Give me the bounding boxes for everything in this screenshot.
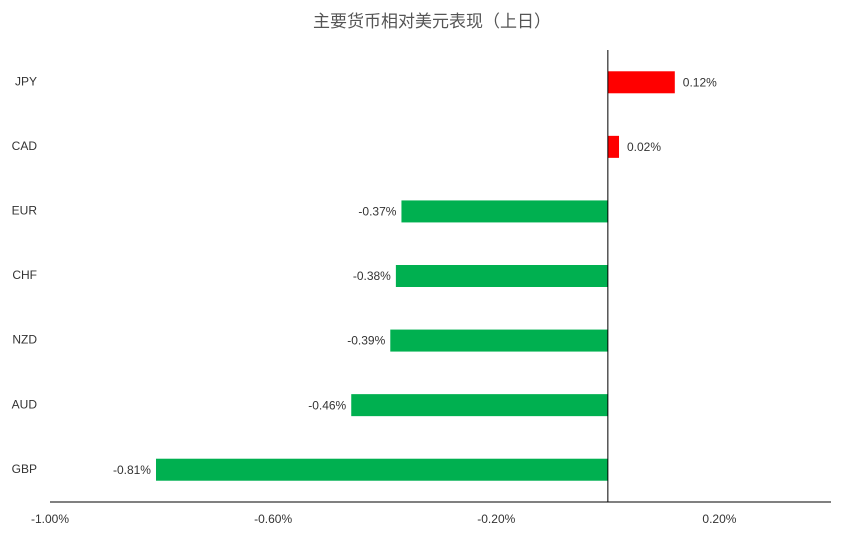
y-tick-label: JPY: [15, 74, 37, 88]
y-tick-label: NZD: [12, 333, 37, 347]
bar: [401, 200, 608, 223]
data-label: -0.81%: [113, 463, 151, 477]
bar: [395, 265, 608, 287]
data-label: -0.38%: [353, 269, 391, 283]
bar: [607, 135, 620, 158]
y-tick-label: EUR: [12, 204, 38, 218]
x-tick-label: -0.20%: [477, 512, 515, 526]
data-label: -0.39%: [347, 334, 385, 348]
bar: [351, 394, 608, 417]
data-label: 0.02%: [627, 140, 661, 154]
y-tick-label: CHF: [12, 268, 37, 282]
x-tick-label: -0.60%: [254, 512, 292, 526]
x-tick-label: -1.00%: [31, 512, 69, 526]
x-tick-label: 0.20%: [702, 512, 736, 526]
data-label: 0.12%: [683, 75, 717, 89]
bar: [155, 458, 608, 481]
bar: [390, 329, 608, 352]
y-tick-label: CAD: [12, 139, 38, 153]
bar: [607, 71, 675, 94]
data-label: -0.37%: [358, 205, 396, 219]
chart-title: 主要货币相对美元表现（上日）: [313, 12, 551, 32]
y-tick-label: AUD: [12, 397, 38, 411]
data-label: -0.46%: [308, 398, 346, 412]
y-tick-label: GBP: [12, 462, 37, 476]
